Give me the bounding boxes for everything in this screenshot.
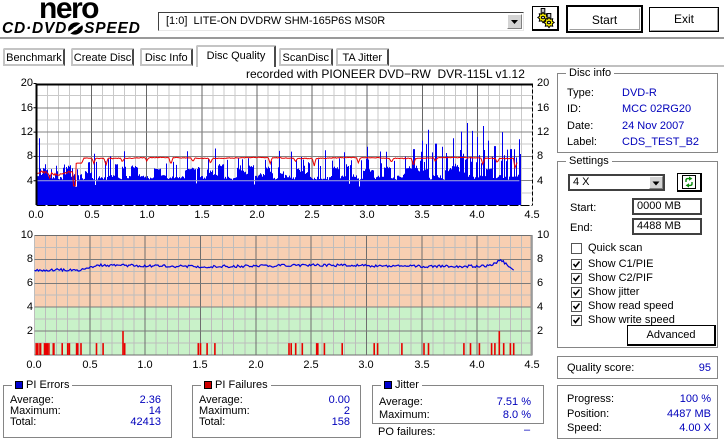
svg-text:0.0: 0.0 <box>26 359 41 371</box>
svg-text:3.5: 3.5 <box>414 359 429 371</box>
svg-text:20: 20 <box>537 77 549 89</box>
svg-text:2.0: 2.0 <box>248 359 263 371</box>
svg-text:1.5: 1.5 <box>192 359 207 371</box>
svg-text:12: 12 <box>537 126 549 138</box>
svg-text:3.0: 3.0 <box>358 359 373 371</box>
svg-text:4: 4 <box>537 175 543 187</box>
svg-text:12: 12 <box>21 126 33 138</box>
svg-text:0.5: 0.5 <box>82 359 97 371</box>
svg-text:4.0: 4.0 <box>469 209 484 221</box>
svg-text:1.5: 1.5 <box>194 209 209 221</box>
svg-text:4: 4 <box>27 301 33 313</box>
svg-text:4: 4 <box>27 175 33 187</box>
svg-text:2.5: 2.5 <box>303 359 318 371</box>
svg-text:16: 16 <box>537 102 549 114</box>
svg-text:3.5: 3.5 <box>414 209 429 221</box>
svg-text:8: 8 <box>537 150 543 162</box>
svg-text:16: 16 <box>21 102 33 114</box>
svg-text:0.5: 0.5 <box>84 209 99 221</box>
svg-text:10: 10 <box>21 229 33 241</box>
svg-text:20: 20 <box>21 77 33 89</box>
svg-text:8: 8 <box>27 253 33 265</box>
svg-text:2: 2 <box>27 325 33 337</box>
svg-text:10: 10 <box>537 229 549 241</box>
svg-text:2: 2 <box>537 325 543 337</box>
svg-text:4: 4 <box>537 301 543 313</box>
svg-text:8: 8 <box>537 253 543 265</box>
svg-text:0.0: 0.0 <box>28 209 43 221</box>
svg-text:1.0: 1.0 <box>137 359 152 371</box>
svg-text:4.5: 4.5 <box>524 359 539 371</box>
svg-text:1.0: 1.0 <box>139 209 154 221</box>
svg-text:6: 6 <box>27 277 33 289</box>
svg-text:4.0: 4.0 <box>469 359 484 371</box>
svg-text:8: 8 <box>27 150 33 162</box>
svg-text:2.0: 2.0 <box>249 209 264 221</box>
svg-text:2.5: 2.5 <box>304 209 319 221</box>
svg-text:4.5: 4.5 <box>524 209 539 221</box>
svg-text:3.0: 3.0 <box>359 209 374 221</box>
svg-text:6: 6 <box>537 277 543 289</box>
